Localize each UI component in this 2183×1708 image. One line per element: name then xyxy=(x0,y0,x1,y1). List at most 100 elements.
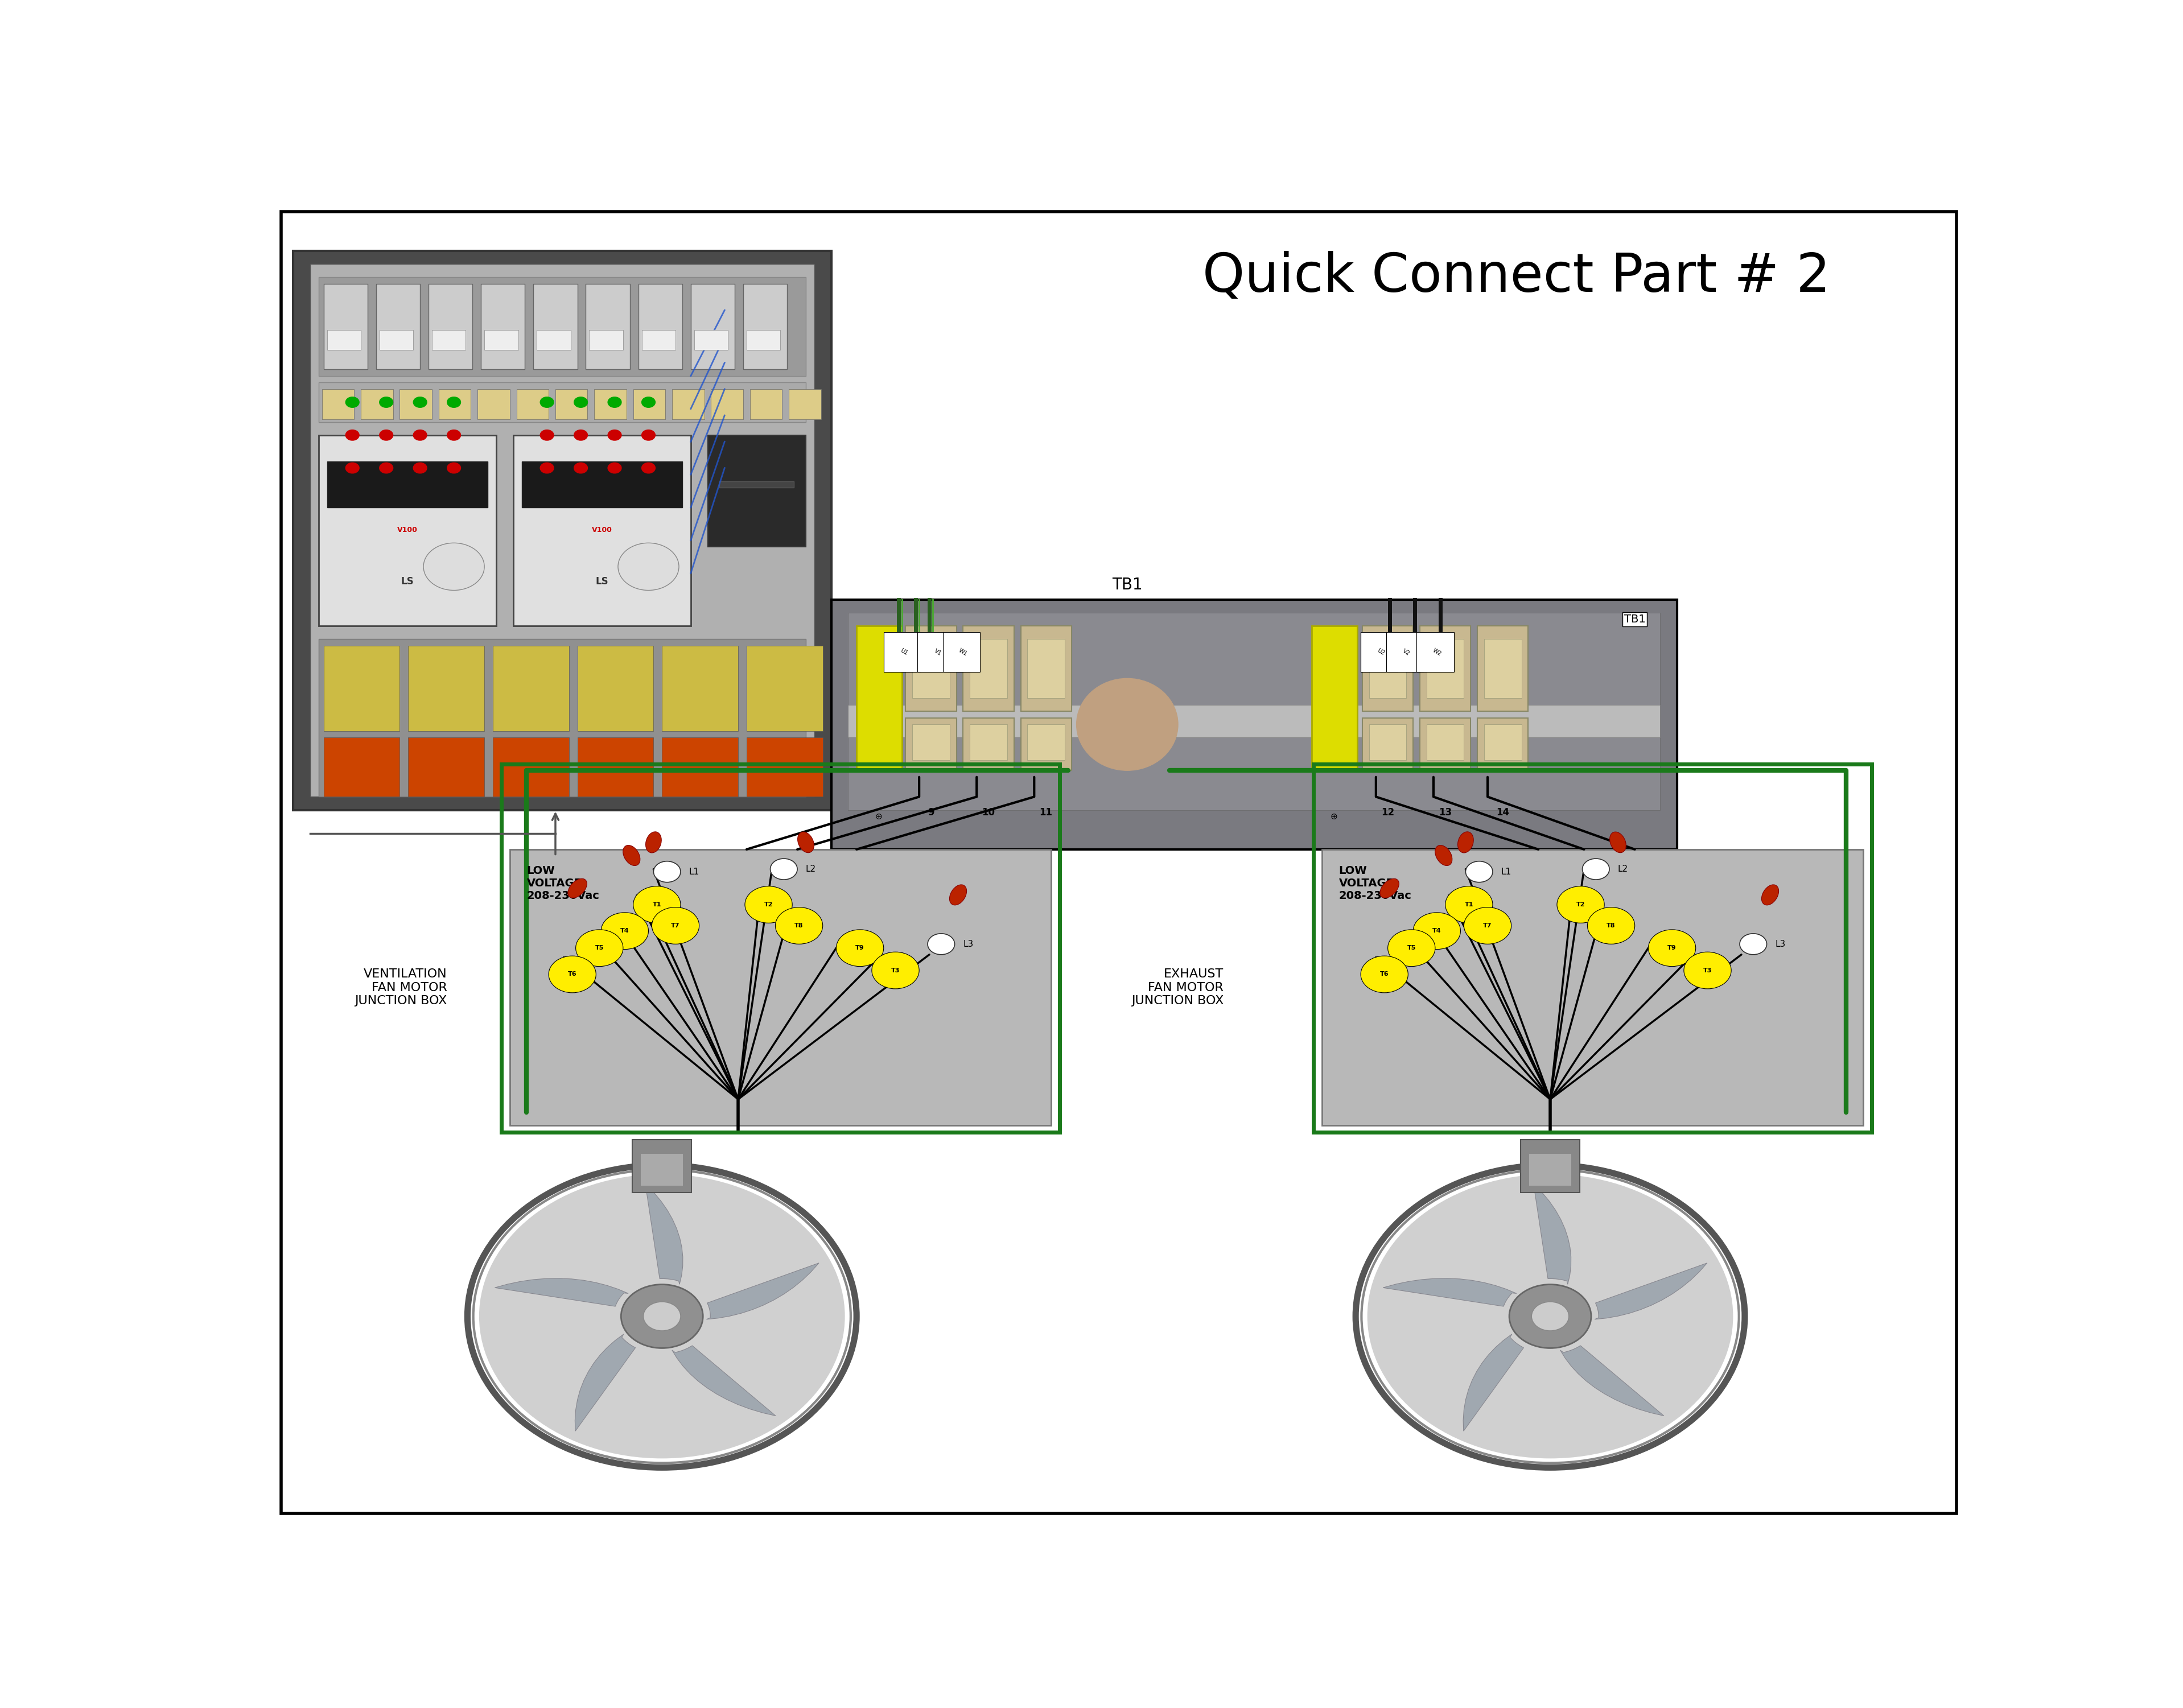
Bar xyxy=(1528,1155,1572,1185)
Bar xyxy=(408,738,485,796)
Bar xyxy=(1028,724,1065,760)
Circle shape xyxy=(618,543,679,591)
Bar xyxy=(439,389,472,420)
Text: EXTRACTION
BOOTH
MAIN PANEL: EXTRACTION BOOTH MAIN PANEL xyxy=(705,251,827,306)
Bar xyxy=(694,330,727,350)
Text: T2: T2 xyxy=(1576,902,1585,907)
Circle shape xyxy=(1367,1173,1733,1459)
Text: T3: T3 xyxy=(1703,967,1711,974)
Circle shape xyxy=(607,396,622,408)
Circle shape xyxy=(448,396,461,408)
Bar xyxy=(1522,1139,1580,1192)
Circle shape xyxy=(539,396,554,408)
Bar xyxy=(485,330,517,350)
Bar xyxy=(747,738,823,796)
Ellipse shape xyxy=(950,885,967,905)
Text: U1: U1 xyxy=(899,647,908,656)
Circle shape xyxy=(633,886,681,922)
Bar xyxy=(594,389,627,420)
Circle shape xyxy=(463,1161,860,1471)
Circle shape xyxy=(539,430,554,441)
Bar xyxy=(642,330,675,350)
Ellipse shape xyxy=(1762,885,1779,905)
Text: LOW
VOLTAGE
208-230Vac: LOW VOLTAGE 208-230Vac xyxy=(1338,866,1412,902)
Ellipse shape xyxy=(646,832,661,852)
Circle shape xyxy=(413,430,428,441)
Bar xyxy=(917,632,954,671)
Text: T7: T7 xyxy=(1482,922,1491,929)
Circle shape xyxy=(1532,1301,1570,1331)
Bar xyxy=(969,724,1006,760)
Bar xyxy=(1362,717,1412,770)
Bar xyxy=(1419,625,1471,711)
Ellipse shape xyxy=(1380,878,1399,898)
Text: W2: W2 xyxy=(1432,647,1443,658)
Circle shape xyxy=(345,430,360,441)
Bar xyxy=(432,330,465,350)
Bar xyxy=(533,284,576,369)
Circle shape xyxy=(380,430,393,441)
Bar xyxy=(1369,639,1406,699)
Circle shape xyxy=(478,1173,845,1459)
Text: V100: V100 xyxy=(592,526,611,533)
Bar xyxy=(707,436,806,547)
Text: L2: L2 xyxy=(1618,864,1629,873)
Text: 12: 12 xyxy=(1382,808,1395,818)
Polygon shape xyxy=(1561,1346,1663,1416)
Text: L3: L3 xyxy=(1775,939,1786,948)
Bar xyxy=(517,389,548,420)
Bar xyxy=(963,625,1013,711)
Bar xyxy=(832,600,1677,849)
Bar xyxy=(585,284,631,369)
Bar xyxy=(576,646,653,731)
Bar xyxy=(380,330,413,350)
Circle shape xyxy=(871,951,919,989)
Text: V1: V1 xyxy=(932,647,943,656)
Text: L3: L3 xyxy=(963,939,974,948)
Bar xyxy=(1419,717,1471,770)
Text: L2: L2 xyxy=(806,864,816,873)
Ellipse shape xyxy=(1434,845,1452,866)
Bar xyxy=(906,717,956,770)
Polygon shape xyxy=(707,1262,819,1319)
Circle shape xyxy=(607,463,622,473)
Text: ⊕: ⊕ xyxy=(1329,813,1338,822)
Bar xyxy=(661,646,738,731)
Bar xyxy=(310,265,814,796)
Bar xyxy=(323,738,399,796)
Bar xyxy=(493,738,570,796)
Circle shape xyxy=(1388,929,1434,967)
Ellipse shape xyxy=(622,845,640,866)
Polygon shape xyxy=(1463,1334,1524,1431)
Bar xyxy=(943,632,980,671)
Bar xyxy=(537,330,570,350)
Bar xyxy=(1428,724,1465,760)
Circle shape xyxy=(775,907,823,945)
Bar xyxy=(884,632,921,671)
Bar xyxy=(327,330,360,350)
Bar xyxy=(513,436,690,625)
Bar xyxy=(321,389,354,420)
Bar xyxy=(554,389,587,420)
Text: VENTILATION
FAN MOTOR
JUNCTION BOX: VENTILATION FAN MOTOR JUNCTION BOX xyxy=(354,968,448,1006)
Circle shape xyxy=(1360,956,1408,992)
Bar xyxy=(1484,724,1522,760)
Text: T6: T6 xyxy=(568,972,576,977)
Bar xyxy=(1478,625,1528,711)
Bar xyxy=(912,724,950,760)
Text: T5: T5 xyxy=(1408,945,1417,951)
Text: LS: LS xyxy=(402,576,415,586)
Bar xyxy=(480,284,524,369)
Circle shape xyxy=(539,463,554,473)
Bar xyxy=(1323,849,1864,1126)
Bar xyxy=(1314,763,1871,1132)
Bar xyxy=(319,639,806,796)
Circle shape xyxy=(653,861,681,883)
Circle shape xyxy=(771,859,797,880)
Text: 13: 13 xyxy=(1439,808,1452,818)
Bar xyxy=(906,625,956,711)
Circle shape xyxy=(642,463,655,473)
Circle shape xyxy=(600,912,648,950)
Circle shape xyxy=(1465,861,1493,883)
Circle shape xyxy=(644,1301,681,1331)
